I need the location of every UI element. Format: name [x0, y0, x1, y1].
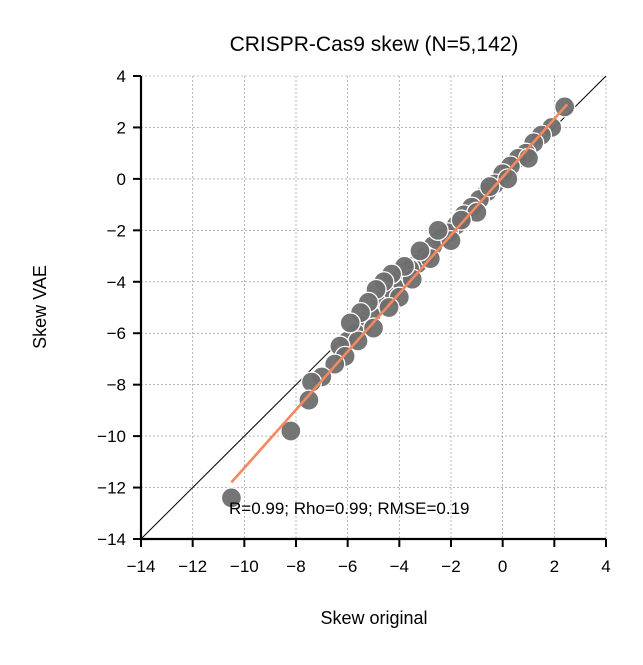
x-tick-label: −12: [178, 557, 207, 576]
x-tick-label: −8: [286, 557, 305, 576]
data-point: [409, 240, 431, 262]
x-tick-label: −2: [441, 557, 460, 576]
y-axis-label: Skew VAE: [30, 265, 50, 349]
y-tick-label: −6: [107, 324, 126, 343]
data-point: [220, 487, 243, 509]
data-point: [339, 312, 361, 334]
data-point: [450, 209, 472, 231]
x-tick-label: 2: [550, 557, 559, 576]
x-tick-label: 4: [601, 557, 610, 576]
x-tick-label: 0: [498, 557, 507, 576]
data-point: [517, 147, 540, 169]
x-axis-label: Skew original: [320, 608, 427, 628]
y-tick-label: 2: [117, 118, 126, 137]
fit-line: [230, 103, 569, 484]
x-axis-ticks: −14 −12 −10 −8 −6 −4 −2 0 2 4: [127, 539, 611, 576]
axes: [139, 76, 606, 541]
y-tick-label: −4: [107, 273, 126, 292]
y-axis-ticks: −14 −12 −10 −8 −6 −4 −2 0 2 4: [97, 67, 141, 549]
y-tick-label: 4: [117, 67, 126, 86]
x-tick-label: −10: [230, 557, 259, 576]
data-point: [497, 168, 519, 190]
data-point: [362, 317, 385, 339]
data-point: [427, 219, 449, 241]
x-tick-label: −4: [390, 557, 409, 576]
y-tick-label: −14: [97, 530, 126, 549]
x-tick-label: −6: [338, 557, 357, 576]
y-tick-label: 0: [117, 170, 126, 189]
chart-title: CRISPR-Cas9 skew (N=5,142): [230, 33, 519, 56]
x-tick-label: −14: [127, 557, 156, 576]
data-point: [280, 420, 302, 442]
data-point: [479, 175, 501, 198]
y-tick-label: −2: [107, 221, 126, 240]
data-point: [298, 389, 320, 411]
stats-annotation: R=0.99; Rho=0.99; RMSE=0.19: [229, 499, 470, 518]
y-tick-label: −10: [97, 427, 126, 446]
data-point: [300, 371, 323, 393]
scatter-points: [220, 96, 576, 509]
y-tick-label: −12: [97, 479, 126, 498]
y-tick-label: −8: [107, 376, 126, 395]
